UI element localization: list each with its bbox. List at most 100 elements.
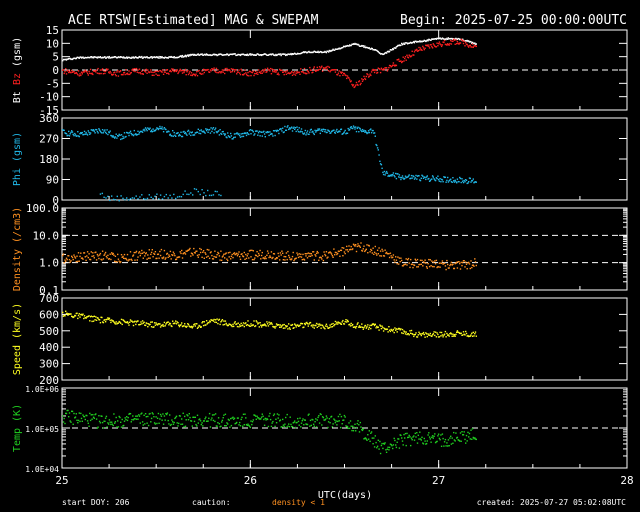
speed-point (138, 324, 141, 326)
density-point (272, 253, 275, 255)
temp-point (200, 423, 202, 426)
phi-point (180, 131, 182, 133)
mag-point (434, 38, 436, 40)
temp-point (173, 421, 175, 424)
density-point (103, 254, 105, 256)
speed-point (65, 310, 67, 312)
phi-point (111, 136, 114, 138)
phi-point (376, 147, 379, 149)
mag-point (86, 71, 88, 73)
speed-point (126, 321, 128, 324)
temp-point (253, 414, 255, 416)
density-point (110, 258, 112, 261)
phi-point (288, 127, 291, 129)
speed-point (267, 325, 270, 327)
temp-point (185, 419, 187, 421)
phi-point (379, 163, 382, 165)
mag-point (70, 71, 72, 74)
speed-point (176, 321, 178, 323)
phi-point (258, 130, 260, 133)
speed-point (429, 332, 431, 335)
temp-point (272, 420, 274, 423)
mag-point (221, 54, 224, 56)
phi-point (78, 135, 80, 138)
density-point (398, 257, 401, 259)
density-point (105, 255, 108, 258)
temp-point (177, 425, 179, 427)
temp-point (355, 426, 358, 429)
density-point (75, 260, 77, 263)
speed-point (473, 335, 475, 337)
mag-point (141, 55, 143, 58)
phi-point (122, 197, 124, 200)
mag-point (77, 57, 80, 59)
density-point (71, 256, 74, 259)
mag-point (315, 69, 318, 72)
speed-point (382, 326, 384, 329)
mag-point (225, 69, 227, 72)
phi-point (456, 182, 458, 184)
mag-point (245, 72, 247, 74)
mag-point (275, 71, 277, 73)
speed-point (293, 327, 295, 329)
speed-point (358, 326, 360, 328)
temp-point (464, 438, 466, 441)
speed-point (128, 324, 130, 326)
phi-point (87, 130, 89, 132)
temp-point (227, 418, 230, 421)
speed-point (286, 325, 288, 327)
density-point (382, 255, 385, 257)
speed-point (120, 322, 122, 324)
mag-point (206, 54, 208, 56)
density-point (130, 258, 132, 260)
phi-point (346, 132, 349, 134)
speed-point (329, 324, 331, 326)
temp-point (388, 449, 390, 451)
mag-point (75, 71, 77, 74)
mag-point (352, 84, 355, 86)
temp-point (369, 440, 371, 442)
phi-point (214, 127, 217, 129)
mag-point (134, 56, 136, 59)
mag-point (370, 71, 373, 73)
mag-point (144, 71, 147, 73)
speed-point (315, 324, 317, 327)
mag-point (255, 54, 257, 56)
phi-point (230, 135, 233, 137)
mag-point (158, 74, 160, 77)
speed-point (404, 331, 406, 333)
phi-point (470, 181, 472, 183)
temp-point (99, 422, 102, 424)
mag-point (402, 43, 404, 45)
speed-point (111, 319, 113, 321)
speed-point (326, 325, 328, 328)
phi-point (175, 197, 177, 200)
phi-point (281, 130, 283, 132)
temp-point (254, 415, 257, 417)
mag-point (328, 49, 331, 52)
phi-point (231, 138, 233, 140)
temp-point (411, 439, 413, 441)
mag-point (193, 53, 196, 56)
temp-point (343, 419, 345, 421)
phi-point (282, 131, 285, 134)
speed-point (377, 326, 379, 328)
phi-point (101, 132, 103, 134)
mag-point (367, 47, 369, 49)
speed-point (73, 316, 75, 318)
density-point (104, 251, 107, 254)
density-point (280, 254, 282, 256)
mag-point (168, 56, 170, 58)
density-point (426, 267, 428, 269)
mag-point (199, 53, 202, 55)
speed-point (265, 325, 267, 327)
temp-point (467, 431, 469, 434)
phi-point (354, 128, 356, 130)
phi-point (199, 129, 201, 132)
phi-point (474, 181, 477, 183)
mag-point (273, 71, 276, 73)
mag-point (62, 69, 64, 71)
temp-point (224, 413, 227, 415)
density-point (302, 253, 304, 256)
temp-point (397, 438, 399, 440)
